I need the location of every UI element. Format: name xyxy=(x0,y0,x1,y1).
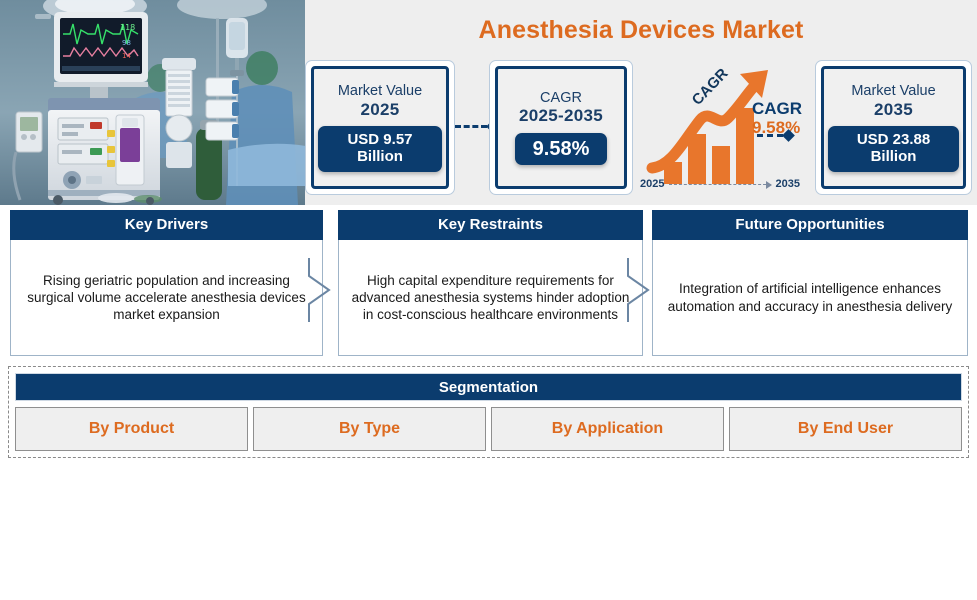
mv2035-label: Market Value 2035 xyxy=(851,83,936,119)
cagr-growth-chart-icon: CAGR xyxy=(636,62,816,194)
segmentation-heading: Segmentation xyxy=(15,373,962,401)
axis-end-year: 2035 xyxy=(775,178,800,190)
stat-card-market-value-2035: Market Value 2035 USD 23.88 Billion xyxy=(815,60,972,195)
cagr-side-label: CAGR xyxy=(752,99,803,118)
segmentation-cell-by-application[interactable]: By Application xyxy=(491,407,724,451)
future-opportunities-text: Integration of artificial intelligence e… xyxy=(652,240,968,356)
segmentation-cells: By Product By Type By Application By End… xyxy=(15,407,962,451)
key-drivers-heading: Key Drivers xyxy=(10,210,323,240)
svg-text:CAGR: CAGR xyxy=(689,65,732,109)
svg-text:14: 14 xyxy=(122,52,131,60)
key-drivers-text: Rising geriatric population and increasi… xyxy=(10,240,323,356)
panel-future-opportunities: Future Opportunities Integration of arti… xyxy=(652,210,968,356)
segmentation-cell-by-product[interactable]: By Product xyxy=(15,407,248,451)
connector-2025-to-cagr xyxy=(455,120,499,133)
segmentation-cell-by-type[interactable]: By Type xyxy=(253,407,486,451)
axis-start-year: 2025 xyxy=(640,178,665,190)
svg-text:98: 98 xyxy=(122,39,131,47)
key-restraints-text: High capital expenditure requirements fo… xyxy=(338,240,643,356)
mv2035-value: USD 23.88 Billion xyxy=(828,125,959,172)
panel-key-restraints: Key Restraints High capital expenditure … xyxy=(338,210,643,356)
top-band: 118 98 14 xyxy=(0,0,977,205)
cagr-value: 9.58% xyxy=(514,132,608,165)
bottom-band: Consegic Business Intelligence xyxy=(0,466,977,600)
chevron-right-icon-1 xyxy=(308,258,331,322)
stat-card-cagr: CAGR 2025-2035 9.58% xyxy=(489,60,633,195)
hero-photo: 118 98 14 xyxy=(0,0,305,205)
svg-text:118: 118 xyxy=(120,23,135,32)
panel-key-drivers: Key Drivers Rising geriatric population … xyxy=(10,210,323,356)
segmentation-section: Segmentation By Product By Type By Appli… xyxy=(8,366,969,458)
connector-cagr-to-2035 xyxy=(757,129,795,142)
page-title: Anesthesia Devices Market xyxy=(478,15,804,44)
cagr-axis: 2025 2035 xyxy=(640,178,800,190)
operating-room-illustration: 118 98 14 xyxy=(0,0,305,205)
mv2025-label: Market Value 2025 xyxy=(337,83,423,119)
key-restraints-heading: Key Restraints xyxy=(338,210,643,240)
cagr-label: CAGR 2025-2035 xyxy=(519,90,603,126)
future-opportunities-heading: Future Opportunities xyxy=(652,210,968,240)
axis-arrow xyxy=(669,180,772,189)
segmentation-cell-by-end-user[interactable]: By End User xyxy=(729,407,962,451)
stat-card-market-value-2025: Market Value 2025 USD 9.57 Billion xyxy=(305,60,455,195)
chevron-right-icon-2 xyxy=(627,258,650,322)
mv2025-value: USD 9.57 Billion xyxy=(318,125,442,172)
